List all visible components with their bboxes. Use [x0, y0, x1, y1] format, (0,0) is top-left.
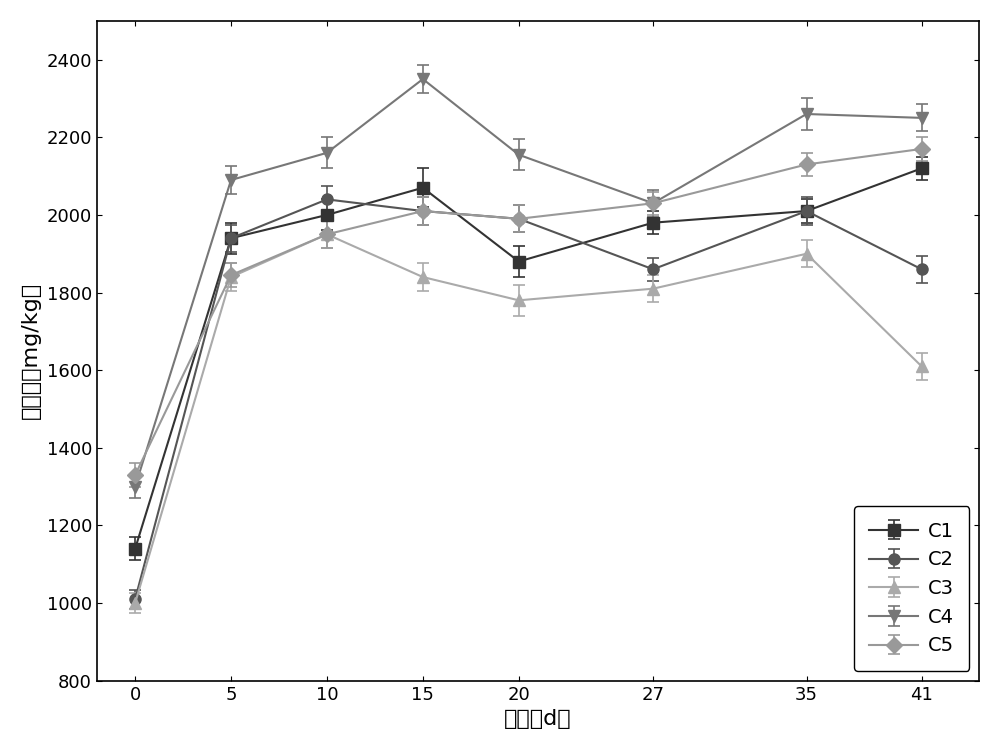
- Legend: C1, C2, C3, C4, C5: C1, C2, C3, C4, C5: [854, 506, 969, 671]
- Y-axis label: 有效磷（mg/kg）: 有效磷（mg/kg）: [21, 282, 41, 419]
- X-axis label: 时间（d）: 时间（d）: [504, 710, 572, 729]
